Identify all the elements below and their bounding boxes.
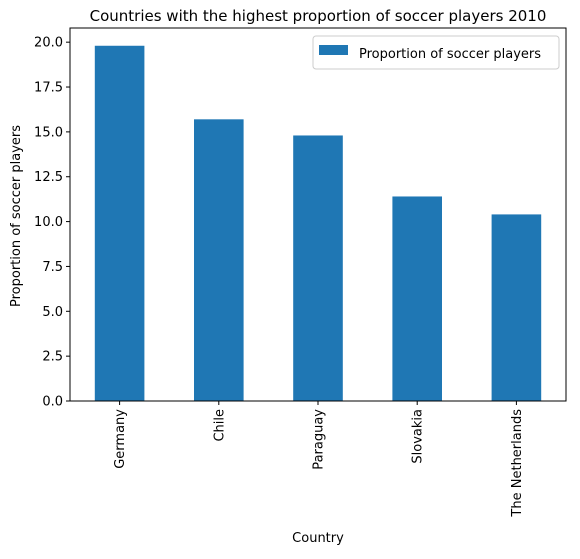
chart-title: Countries with the highest proportion of… bbox=[90, 7, 547, 25]
x-axis-label: Country bbox=[292, 531, 344, 546]
y-axis-ticks: 0.0 2.5 5.0 7.5 10.0 12.5 15.0 17.5 20.0 bbox=[34, 36, 70, 410]
y-tick-label: 12.5 bbox=[34, 170, 63, 185]
legend-swatch bbox=[319, 45, 348, 55]
x-axis-ticks: Germany Chile Paraguay Slovakia The Netherla… bbox=[113, 401, 525, 518]
bar-paraguay bbox=[293, 135, 343, 401]
y-tick-label: 17.5 bbox=[34, 81, 63, 96]
bars-group bbox=[95, 46, 541, 401]
bar-slovakia bbox=[392, 196, 442, 401]
y-axis-label: Proportion of soccer players bbox=[9, 125, 24, 307]
y-tick-label: 7.5 bbox=[42, 260, 63, 275]
y-tick-label: 15.0 bbox=[34, 125, 63, 140]
x-tick-label: The Netherlands bbox=[510, 409, 525, 518]
bar-chile bbox=[194, 119, 244, 401]
x-tick-label: Paraguay bbox=[312, 409, 327, 470]
y-tick-label: 0.0 bbox=[42, 395, 63, 410]
bar-the-netherlands bbox=[492, 214, 542, 401]
x-tick-label: Slovakia bbox=[411, 409, 426, 464]
y-tick-label: 10.0 bbox=[34, 215, 63, 230]
y-tick-label: 20.0 bbox=[34, 36, 63, 51]
bar-germany bbox=[95, 46, 145, 401]
legend-label: Proportion of soccer players bbox=[359, 47, 541, 62]
y-tick-label: 5.0 bbox=[42, 305, 63, 320]
y-tick-label: 2.5 bbox=[42, 350, 63, 365]
x-tick-label: Chile bbox=[212, 409, 227, 442]
x-tick-label: Germany bbox=[113, 409, 128, 469]
legend: Proportion of soccer players bbox=[313, 36, 559, 69]
